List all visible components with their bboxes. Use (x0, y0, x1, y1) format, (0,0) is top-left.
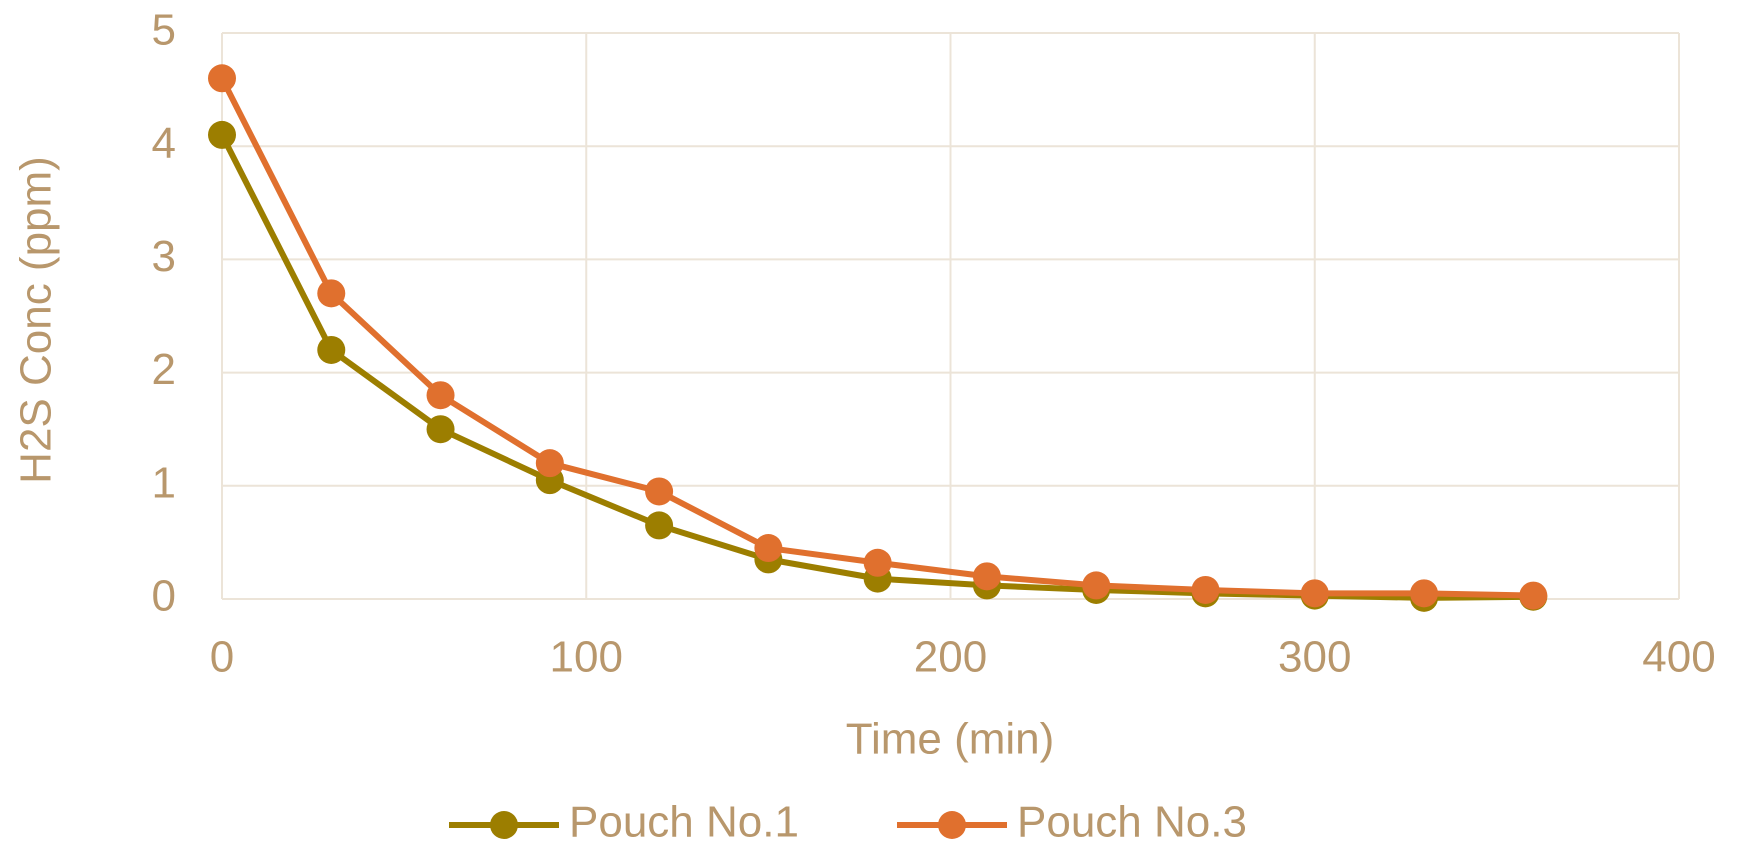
x-tick-label: 100 (550, 633, 623, 682)
y-tick-label: 5 (152, 6, 176, 55)
point (317, 279, 346, 308)
series-line (219, 133, 1534, 601)
point (645, 477, 674, 506)
x-tick-label: 0 (210, 633, 234, 682)
point (1300, 579, 1329, 608)
y-tick-label: 0 (152, 572, 176, 621)
y-tick-label: 3 (152, 232, 176, 281)
x-tick-label: 300 (1278, 633, 1351, 682)
point (317, 335, 346, 364)
legend-marker (938, 811, 966, 839)
point (1410, 579, 1439, 608)
point (208, 64, 236, 93)
series-line (219, 76, 1534, 599)
point (645, 511, 674, 540)
point (208, 120, 236, 149)
point (426, 415, 455, 444)
point (1519, 581, 1548, 610)
y-tick-label: 4 (152, 119, 176, 168)
legend-label: Pouch No.3 (1017, 798, 1247, 845)
point (754, 534, 783, 563)
x-axis-title: Time (min) (846, 715, 1055, 764)
point (863, 548, 892, 577)
point (535, 449, 564, 478)
x-tick-label: 200 (914, 633, 987, 682)
point (1191, 575, 1220, 604)
point (972, 562, 1001, 591)
legend-marker (490, 811, 518, 839)
y-tick-label: 2 (152, 345, 176, 394)
y-axis-title: H2S Conc (ppm) (12, 156, 61, 484)
legend-label: Pouch No.1 (569, 798, 799, 845)
point (1082, 571, 1111, 600)
x-tick-label: 400 (1642, 633, 1715, 682)
y-tick-label: 1 (152, 458, 176, 507)
point (426, 381, 455, 410)
